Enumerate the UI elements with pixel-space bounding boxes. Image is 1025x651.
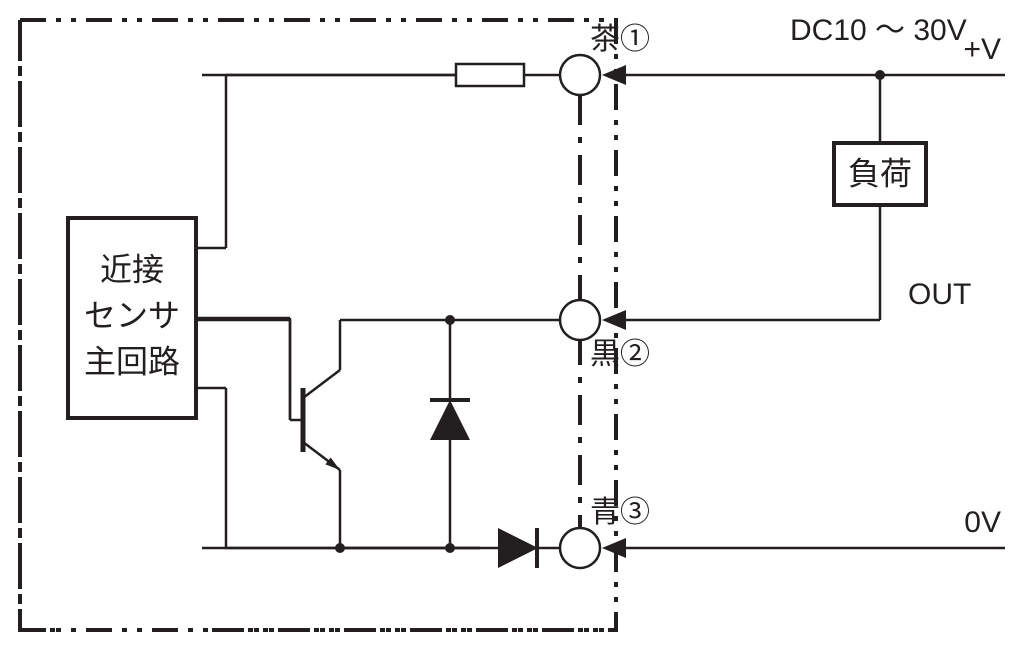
terminal-1 bbox=[560, 55, 600, 95]
sensor-main-circuit-label: 近接 bbox=[100, 251, 164, 287]
pin2-label: 黒② bbox=[590, 338, 650, 371]
pin1-label: 茶① bbox=[590, 23, 650, 56]
load-label: 負荷 bbox=[848, 155, 912, 191]
diode-horizontal bbox=[498, 528, 538, 568]
plus-v-label: +V bbox=[963, 33, 1001, 66]
out-label: OUT bbox=[908, 278, 971, 311]
resistor bbox=[456, 64, 524, 86]
diode-vertical bbox=[430, 400, 470, 440]
supply-range-label: DC10 ～ 30V bbox=[790, 14, 967, 47]
terminal-2 bbox=[560, 300, 600, 340]
sensor-main-circuit-label: センサ bbox=[84, 297, 180, 333]
zero-v-label: 0V bbox=[964, 506, 1001, 539]
pin3-label: 青③ bbox=[590, 496, 650, 529]
sensor-main-circuit-label: 主回路 bbox=[84, 343, 180, 379]
terminal-3 bbox=[560, 528, 600, 568]
